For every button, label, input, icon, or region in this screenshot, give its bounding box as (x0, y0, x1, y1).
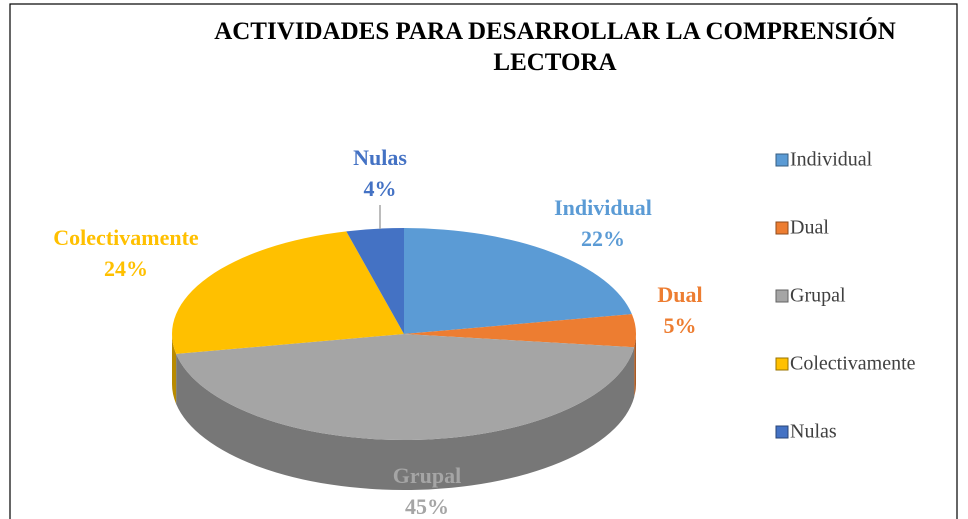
slice-side (176, 347, 635, 490)
slice (346, 228, 404, 334)
data-label-value: 45% (405, 494, 449, 519)
slice (171, 231, 404, 354)
data-label-name: Nulas (353, 145, 407, 170)
legend-swatch (775, 153, 789, 167)
slice (404, 228, 632, 334)
legend-label: Grupal (790, 285, 846, 307)
chart-title: ACTIVIDADES PARA DESARROLLAR LA COMPRENS… (214, 18, 896, 76)
legend-label: Colectivamente (790, 353, 916, 375)
data-label-value: 24% (104, 256, 148, 281)
legend-swatch (775, 289, 789, 303)
data-label-value: 5% (664, 313, 697, 338)
legend-swatch (775, 221, 789, 235)
legend-swatch (775, 425, 789, 439)
data-label-value: 22% (581, 226, 625, 251)
slice-side (634, 334, 636, 398)
slice (176, 334, 635, 440)
data-label-name: Grupal (393, 463, 461, 488)
data-label-name: Individual (554, 195, 652, 220)
legend-label: Individual (790, 149, 873, 171)
legend-swatch (775, 357, 789, 371)
data-label-name: Dual (657, 282, 702, 307)
slice (404, 314, 636, 348)
data-label-name: Colectivamente (53, 225, 199, 250)
legend-label: Dual (790, 217, 829, 239)
legend-label: Nulas (790, 421, 837, 443)
slice-side (172, 334, 177, 404)
data-label-value: 4% (364, 176, 397, 201)
